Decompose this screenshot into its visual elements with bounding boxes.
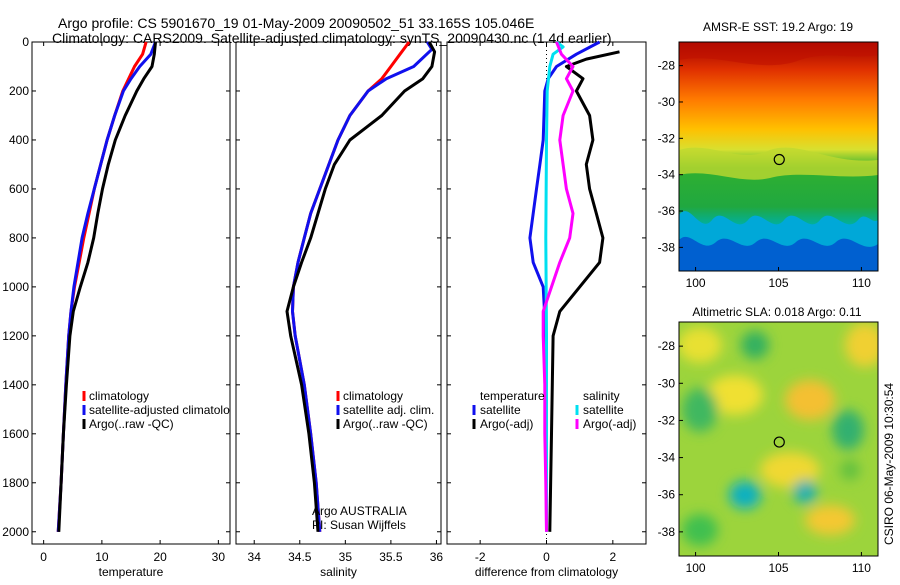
series-line-3 <box>541 41 575 532</box>
map-y-tick-label: -38 <box>658 240 676 254</box>
x-tick-label: 20 <box>153 550 167 564</box>
map-y-tick-label: -28 <box>658 339 676 353</box>
map-x-tick-label: 110 <box>852 276 871 290</box>
legend-label: Argo(..raw -QC) <box>343 417 428 431</box>
map-x-tick-label: 105 <box>768 561 788 575</box>
y-tick-label: 200 <box>9 84 29 98</box>
map-y-tick-label: -32 <box>658 131 676 145</box>
legend-label: satellite-adjusted climatolo <box>89 403 230 417</box>
x-tick-label: 0 <box>543 550 550 564</box>
x-tick-label: 35.5 <box>379 550 403 564</box>
x-tick-label: 35 <box>339 550 353 564</box>
y-tick-label: 1000 <box>2 280 29 294</box>
legend-label: climatology <box>343 389 403 403</box>
legend-label: satellite <box>480 403 521 417</box>
map-y-tick-label: -34 <box>658 168 676 182</box>
map-x-tick-label: 100 <box>686 561 706 575</box>
legend-label: climatology <box>89 389 149 403</box>
annotation-text: PI: Susan Wijffels <box>312 518 406 532</box>
argo-position-marker <box>773 153 785 166</box>
sst-field <box>679 42 878 271</box>
series-line-0 <box>56 41 148 532</box>
sla-field <box>679 322 878 556</box>
y-tick-label: 2000 <box>2 525 29 539</box>
x-tick-label: -2 <box>475 550 486 564</box>
series-line-1 <box>56 41 157 532</box>
argo-position-marker <box>773 436 785 448</box>
map-y-tick-label: -36 <box>658 204 676 218</box>
temperature-profile-frame <box>31 41 231 545</box>
x-tick-label: 36 <box>430 550 444 564</box>
sla-map: Altimetric SLA: 0.018 Argo: 0.11 100 105 1… <box>658 305 879 575</box>
sla-map-title: Altimetric SLA: 0.018 Argo: 0.11 <box>692 305 862 319</box>
legend-group-title: salinity <box>583 389 620 403</box>
map-y-tick-label: -28 <box>658 59 676 73</box>
temperature-profile: 0 10 20 30 temperature 0 200 400 600 800 1000 1200 1… <box>2 35 231 579</box>
x-tick-label: 10 <box>95 550 109 564</box>
y-tick-label: 1400 <box>2 378 29 392</box>
legend-label: satellite <box>583 403 624 417</box>
x-axis-label: difference from climatology <box>475 565 618 579</box>
title-line-1: Argo profile: CS 5901670_19 01-May-2009 … <box>58 15 534 31</box>
legend-label: Argo(-adj) <box>480 417 533 431</box>
y-tick-label: 400 <box>9 133 29 147</box>
x-axis-label: temperature <box>99 565 164 579</box>
map-y-tick-label: -30 <box>658 95 676 109</box>
annotation-text: Argo AUSTRALIA <box>312 504 407 518</box>
legend-label: satellite adj. clim. <box>343 403 434 417</box>
salinity-profile: 34 34.5 35 35.5 36 salinity climatologysatelli… <box>235 41 444 579</box>
map-y-tick-label: -36 <box>658 488 676 502</box>
y-tick-label: 600 <box>9 182 29 196</box>
title-line-2: Climatology: CARS2009. Satellite-adjuste… <box>52 30 612 46</box>
salinity-profile-frame <box>235 41 442 545</box>
sst-map: AMSR-E SST: 19.2 Argo: 19 100 105 110 -28 -3… <box>658 20 879 290</box>
series-line-1 <box>548 50 620 532</box>
y-tick-label: 0 <box>22 35 29 49</box>
x-tick-label: 2 <box>609 550 616 564</box>
series-line-0 <box>528 40 601 532</box>
x-tick-label: 30 <box>212 550 226 564</box>
profile-panels: 0 10 20 30temperature0200400600800100012001… <box>2 35 647 579</box>
series-line-1 <box>291 41 434 532</box>
map-x-tick-label: 105 <box>768 276 788 290</box>
sst-map-title: AMSR-E SST: 19.2 Argo: 19 <box>703 20 853 34</box>
legend-label: Argo(-adj) <box>583 417 636 431</box>
x-tick-label: 34.5 <box>288 550 312 564</box>
y-tick-label: 1600 <box>2 427 29 441</box>
y-tick-label: 1800 <box>2 476 29 490</box>
map-x-tick-label: 110 <box>852 561 871 575</box>
legend-label: Argo(..raw -QC) <box>89 417 174 431</box>
series-line-2 <box>285 41 437 532</box>
legend-group-title: temperature <box>480 389 545 403</box>
map-x-tick-label: 100 <box>686 276 706 290</box>
y-tick-label: 1200 <box>2 329 29 343</box>
map-y-tick-label: -38 <box>658 525 676 539</box>
y-tick-label: 800 <box>9 231 29 245</box>
map-y-tick-label: -34 <box>658 451 676 465</box>
side-timestamp: CSIRO 06-May-2009 10:30:54 <box>882 383 896 545</box>
map-y-tick-label: -30 <box>658 376 676 390</box>
x-tick-label: 34 <box>248 550 262 564</box>
series-line-2 <box>57 41 157 532</box>
x-axis-label: salinity <box>320 565 357 579</box>
x-tick-label: 0 <box>40 550 47 564</box>
map-y-tick-label: -32 <box>658 413 676 427</box>
series-line-2 <box>544 40 565 532</box>
